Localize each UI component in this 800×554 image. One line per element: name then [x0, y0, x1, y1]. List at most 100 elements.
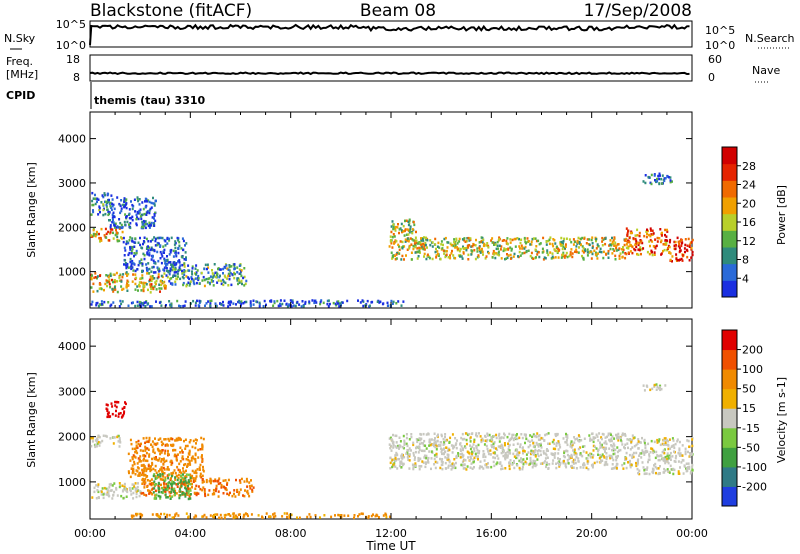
power-cell [468, 244, 471, 247]
power-cell [242, 302, 245, 305]
velocity-cell [591, 432, 594, 435]
velocity-cell [179, 481, 182, 484]
power-cell [669, 258, 672, 262]
power-cell [171, 283, 174, 286]
velocity-cell [118, 485, 121, 489]
power-cell [265, 303, 267, 307]
velocity-cell [408, 438, 411, 441]
velocity-cell [121, 490, 124, 493]
power-cell [134, 269, 137, 273]
power-cell [141, 213, 144, 216]
velocity-cell [430, 450, 433, 453]
velocity-cell [424, 444, 427, 447]
power-cell [227, 268, 230, 271]
power-cell [170, 277, 173, 280]
power-cell [154, 244, 157, 247]
velocity-cell [141, 468, 144, 472]
velocity-cell [667, 457, 670, 460]
power-cell [499, 248, 502, 251]
power-cell [584, 248, 586, 251]
velocity-cell [511, 433, 514, 437]
power-cell [119, 273, 122, 276]
power-colorbar-swatch [722, 247, 737, 265]
velocity-cell [132, 471, 135, 474]
velocity-cell [466, 465, 469, 468]
velocity-cell [434, 440, 437, 443]
velocity-cell [134, 473, 137, 476]
velocity-cell [484, 463, 487, 467]
power-cell [124, 223, 127, 227]
velocity-cell [189, 489, 192, 492]
velocity-cell [592, 440, 595, 444]
velocity-cell [167, 476, 170, 480]
power-cell [332, 301, 335, 305]
power-cell [232, 302, 235, 305]
power-cell [98, 206, 101, 210]
velocity-cell [664, 437, 667, 440]
velocity-cell [632, 451, 635, 455]
velocity-cell [676, 440, 679, 443]
power-cell [102, 208, 105, 212]
velocity-colorbar-swatch [722, 466, 737, 487]
power-cell [625, 237, 628, 241]
power-cell [243, 284, 246, 287]
velocity-cell [517, 453, 520, 457]
velocity-cell [547, 442, 550, 445]
velocity-cell [118, 445, 121, 448]
power-cell [112, 203, 115, 207]
power-cell [103, 234, 106, 237]
velocity-cell [175, 492, 178, 495]
power-cell [642, 180, 645, 183]
velocity-cell [461, 438, 464, 441]
power-cell [228, 272, 231, 276]
power-cell [118, 226, 121, 229]
velocity-cell [388, 437, 391, 440]
velocity-cell [477, 455, 479, 458]
velocity-cell [453, 445, 456, 449]
velocity-cell [610, 444, 613, 447]
power-cell [91, 300, 94, 304]
velocity-cell [155, 456, 157, 459]
velocity-cell [125, 488, 128, 491]
power-cell [177, 239, 180, 242]
power-cell [95, 233, 98, 236]
power-cell [136, 300, 139, 304]
power-cell [459, 247, 462, 251]
velocity-cell [237, 493, 240, 496]
power-cell [154, 271, 157, 274]
power-cell [152, 259, 155, 262]
freq-tick-bottom: 8 [73, 71, 80, 84]
velocity-cell [170, 472, 173, 475]
power-cell [111, 288, 114, 291]
velocity-cell [157, 449, 160, 452]
velocity-cell [498, 437, 501, 440]
velocity-cell [226, 483, 228, 486]
velocity-cell [138, 460, 141, 463]
velocity-cell [114, 400, 117, 404]
power-cell [434, 237, 437, 241]
velocity-cell [485, 444, 488, 448]
power-cell [130, 252, 133, 255]
power-cell [395, 240, 398, 243]
power-cell [210, 280, 213, 284]
power-cell [490, 239, 493, 242]
velocity-cell [112, 436, 115, 439]
velocity-cell [444, 439, 447, 442]
velocity-cell [604, 463, 607, 466]
velocity-cell [681, 458, 684, 462]
power-cell [137, 263, 140, 267]
velocity-cell [486, 432, 489, 435]
power-cell [564, 243, 567, 246]
velocity-cell [519, 443, 522, 446]
velocity-cell [556, 441, 558, 445]
power-cell [240, 269, 243, 272]
power-cell [417, 255, 420, 258]
velocity-cell [232, 512, 235, 515]
power-cell [497, 247, 499, 250]
power-cell [148, 283, 151, 286]
power-cell [109, 219, 112, 222]
velocity-cell [573, 453, 576, 456]
velocity-cell [164, 490, 167, 493]
power-cell [145, 283, 148, 286]
power-cell [152, 271, 155, 274]
